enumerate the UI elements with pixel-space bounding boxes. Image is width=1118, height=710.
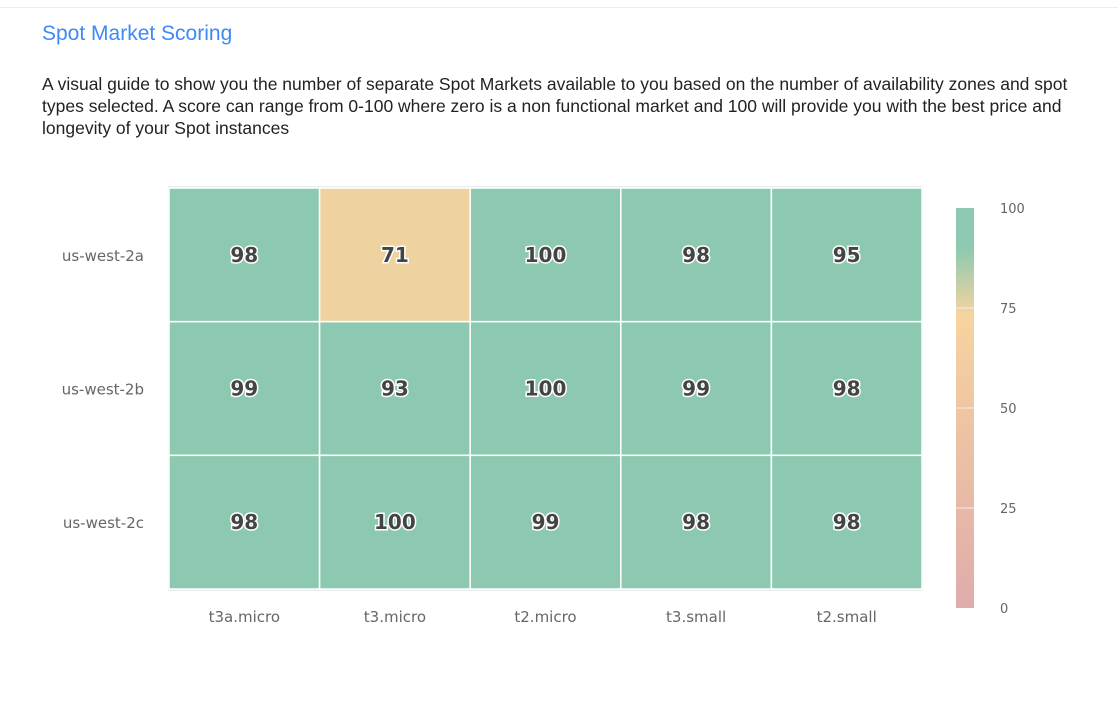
x-tick-label: t2.small: [817, 608, 877, 626]
cell-value: 100: [525, 377, 567, 401]
cell-value: 100: [374, 510, 416, 534]
y-tick-label: us-west-2c: [63, 514, 144, 532]
x-tick-label: t3.micro: [364, 608, 426, 626]
colorbar-tick-label: 0: [1000, 602, 1008, 617]
heatmap-cell: [168, 320, 321, 457]
cell-value: 98: [833, 377, 861, 401]
x-tick-label: t3a.micro: [209, 608, 280, 626]
cell-value: 95: [833, 243, 861, 267]
heatmap-cell: [318, 187, 471, 323]
x-tick-label: t2.micro: [514, 608, 576, 626]
cell-value: 99: [682, 377, 710, 401]
description: A visual guide to show you the number of…: [42, 74, 1068, 138]
cell-value: 71: [381, 243, 409, 267]
heatmap-cell: [620, 187, 773, 323]
cell-value: 99: [230, 377, 258, 401]
top-divider: [0, 7, 1118, 8]
heatmap-cell: [318, 320, 471, 457]
colorbar-tick-label: 75: [1000, 302, 1017, 317]
heatmap-cell: [620, 320, 773, 457]
heatmap-cell: [168, 454, 321, 590]
heatmap-cell: [620, 454, 773, 590]
cell-value: 93: [381, 377, 409, 401]
cell-value: 99: [532, 510, 560, 534]
heatmap-cell: [770, 320, 923, 457]
cell-value: 98: [833, 510, 861, 534]
heatmap-cell: [469, 454, 622, 590]
heatmap-cell: [770, 187, 923, 323]
cell-value: 98: [682, 510, 710, 534]
colorbar-tick-label: 25: [1000, 502, 1017, 517]
x-tick-label: t3.small: [666, 608, 726, 626]
y-tick-label: us-west-2b: [62, 381, 144, 399]
cell-value: 98: [682, 243, 710, 267]
heatmap-cell: [469, 320, 622, 457]
colorbar-tick-label: 50: [1000, 402, 1017, 417]
heatmap-cell: [318, 454, 471, 590]
cell-value: 98: [230, 243, 258, 267]
heatmap-cell: [770, 454, 923, 590]
page-title: Spot Market Scoring: [42, 22, 233, 45]
y-tick-label: us-west-2a: [62, 247, 144, 265]
cell-value: 100: [525, 243, 567, 267]
colorbar-tick-label: 100: [1000, 202, 1025, 217]
cell-value: 98: [230, 510, 258, 534]
